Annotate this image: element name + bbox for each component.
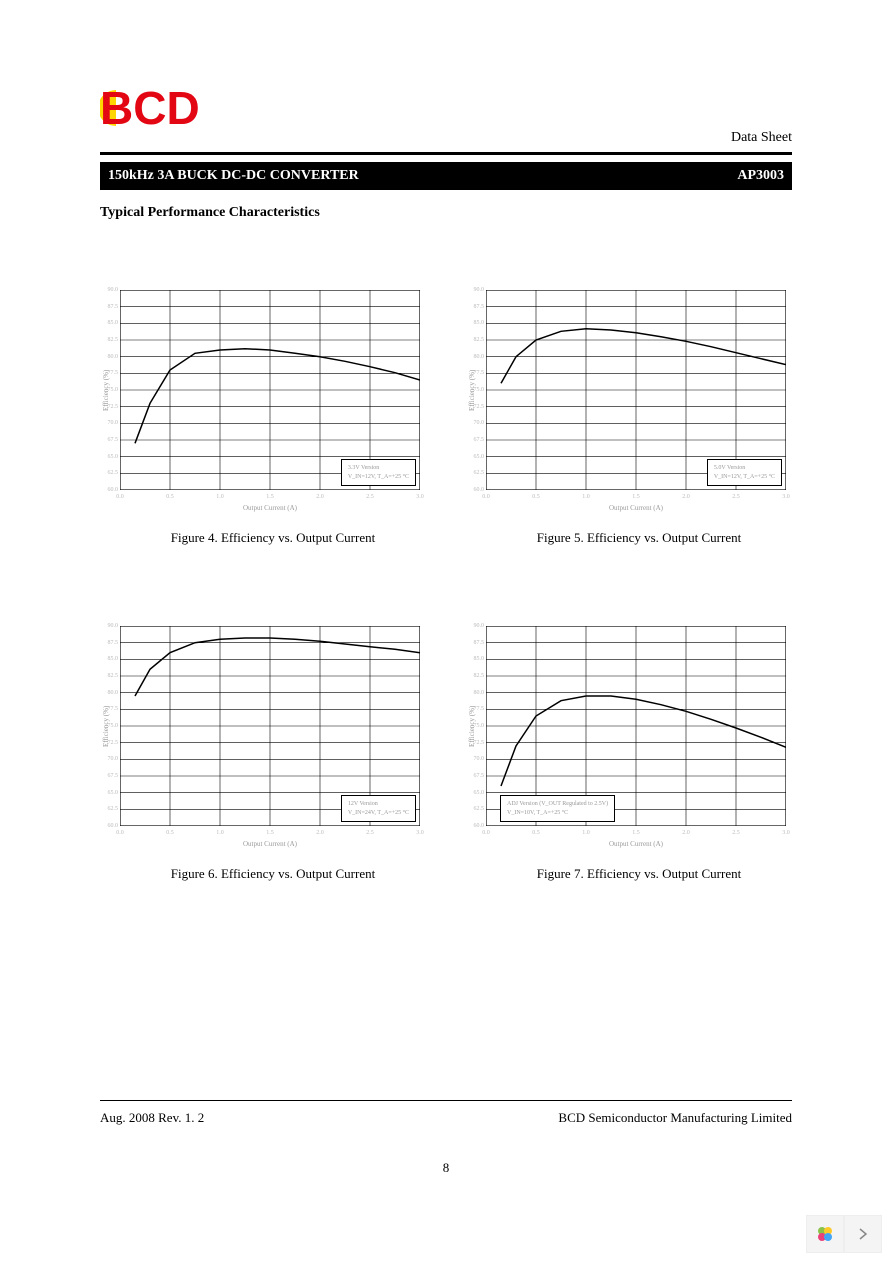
y-axis-label: Efficiency (%) [468,290,476,490]
caption-fig6: Figure 6. Efficiency vs. Output Current [120,866,426,882]
chart-fig7: 60.062.565.067.570.072.575.077.580.082.5… [486,626,792,932]
chart-legend: 5.0V VersionV_IN=12V, T_A=+25 °C [707,459,782,486]
chart-fig6: 60.062.565.067.570.072.575.077.580.082.5… [120,626,426,932]
section-title: Typical Performance Characteristics [100,205,320,221]
company-logo: BCD [100,80,210,135]
title-bar: 150kHz 3A BUCK DC-DC CONVERTER AP3003 [100,162,792,190]
y-axis-label: Efficiency (%) [102,290,110,490]
next-page-button[interactable] [844,1215,882,1253]
page-number: 8 [0,1160,892,1176]
caption-fig4: Figure 4. Efficiency vs. Output Current [120,530,426,546]
chart-legend: 12V VersionV_IN=24V, T_A=+25 °C [341,795,416,822]
charts-area: 60.062.565.067.570.072.575.077.580.082.5… [120,290,792,962]
x-axis-label: Output Current (A) [120,504,420,512]
caption-fig5: Figure 5. Efficiency vs. Output Current [486,530,792,546]
x-axis-label: Output Current (A) [486,840,786,848]
footer-rule [100,1100,792,1101]
x-axis-label: Output Current (A) [120,840,420,848]
footer-right: BCD Semiconductor Manufacturing Limited [558,1110,792,1126]
y-axis-label: Efficiency (%) [468,626,476,826]
page-nav [806,1215,882,1253]
header-rule [100,152,792,155]
footer-left: Aug. 2008 Rev. 1. 2 [100,1110,204,1126]
datasheet-label: Data Sheet [731,130,792,146]
chart-legend: 3.3V VersionV_IN=12V, T_A=+25 °C [341,459,416,486]
x-axis-label: Output Current (A) [486,504,786,512]
chart-fig5: 60.062.565.067.570.072.575.077.580.082.5… [486,290,792,596]
y-axis-label: Efficiency (%) [102,626,110,826]
footer: Aug. 2008 Rev. 1. 2 BCD Semiconductor Ma… [100,1110,792,1126]
svg-text:BCD: BCD [100,82,200,134]
title-left: 150kHz 3A BUCK DC-DC CONVERTER [108,168,359,184]
nav-logo-icon[interactable] [806,1215,844,1253]
caption-fig7: Figure 7. Efficiency vs. Output Current [486,866,792,882]
chart-fig4: 60.062.565.067.570.072.575.077.580.082.5… [120,290,426,596]
chart-legend: ADJ Version (V_OUT Regulated to 2.5V)V_I… [500,795,615,822]
title-right: AP3003 [737,168,784,184]
